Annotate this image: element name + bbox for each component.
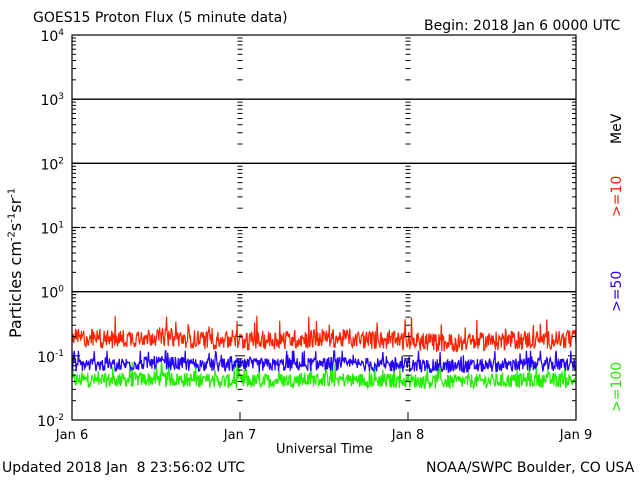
plot-frame bbox=[71, 34, 577, 421]
y-tick-text: 100 bbox=[40, 285, 64, 302]
y-axis-sup-1: -2 bbox=[6, 231, 18, 242]
y-tick-exponent: -2 bbox=[55, 413, 64, 423]
day-boundary-ticks bbox=[235, 37, 413, 421]
y-tick-label: 104 bbox=[40, 28, 64, 45]
y-tick-label: 100 bbox=[40, 285, 64, 302]
x-tick-label: Jan 6 bbox=[55, 428, 88, 443]
y-tick-text: 103 bbox=[40, 92, 64, 109]
x-tick-label: Jan 8 bbox=[391, 428, 424, 443]
x-tick-labels: Jan 6 Jan 7 Jan 8 Jan 9 bbox=[55, 428, 592, 443]
y-axis-label-text: Particles cm bbox=[6, 241, 25, 338]
x-axis-label: Universal Time bbox=[276, 442, 373, 457]
y-tick-exponent: 3 bbox=[58, 92, 64, 102]
y-tick-base: 10 bbox=[40, 222, 58, 238]
series-line-ge50 bbox=[71, 350, 577, 374]
updated-label: Updated 2018 Jan 8 23:56:02 UTC bbox=[2, 460, 246, 476]
chart-title: GOES15 Proton Flux (5 minute data) bbox=[33, 10, 288, 26]
y-tick-base: 10 bbox=[40, 29, 58, 45]
y-tick-exponent: 0 bbox=[58, 285, 64, 295]
begin-label: Begin: 2018 Jan 6 0000 UTC bbox=[424, 18, 621, 34]
y-tick-label: 10-1 bbox=[37, 349, 64, 366]
threshold-lines bbox=[72, 98, 576, 293]
legend-p50-label: >=50 bbox=[609, 270, 625, 312]
y-tick-label: 101 bbox=[40, 221, 64, 238]
y-tick-exponent: 4 bbox=[58, 28, 64, 38]
legend-unit-label: MeV bbox=[609, 113, 625, 144]
y-axis-sup-2: -1 bbox=[6, 212, 18, 223]
y-tick-label: 103 bbox=[40, 92, 64, 109]
y-tick-exponent: -1 bbox=[55, 349, 64, 359]
y-tick-label: 10-2 bbox=[37, 413, 64, 430]
y-tick-base: 10 bbox=[40, 286, 58, 302]
y-tick-text: 102 bbox=[40, 156, 64, 173]
legend-p50: >=50 bbox=[609, 271, 625, 312]
series-line-ge10 bbox=[71, 315, 577, 353]
series-line-ge100 bbox=[71, 362, 576, 391]
legend-unit-mev: MeV bbox=[609, 114, 625, 144]
y-tick-text: 10-2 bbox=[37, 413, 64, 430]
legend-p10: >=10 bbox=[609, 176, 625, 217]
y-tick-label: 102 bbox=[40, 156, 64, 173]
credit-label: NOAA/SWPC Boulder, CO USA bbox=[426, 460, 635, 476]
y-tick-base: 10 bbox=[40, 157, 58, 173]
legend-p100: >=100 bbox=[609, 362, 625, 412]
y-tick-text: 104 bbox=[40, 28, 64, 45]
legend-p10-label: >=10 bbox=[609, 175, 625, 217]
y-tick-base: 10 bbox=[40, 93, 58, 109]
x-tick-label: Jan 7 bbox=[223, 428, 256, 443]
y-tick-exponent: 1 bbox=[58, 221, 64, 231]
y-tick-base: 10 bbox=[37, 414, 55, 430]
y-tick-base: 10 bbox=[37, 350, 55, 366]
series-group bbox=[71, 315, 577, 391]
y-axis-sup-3: -1 bbox=[6, 187, 18, 198]
y-axis-label-sr: sr bbox=[6, 197, 25, 213]
y-axis-label: Particles cm-2s-1sr-1 bbox=[6, 188, 25, 338]
y-tick-exponent: 2 bbox=[58, 156, 64, 166]
y-tick-text: 10-1 bbox=[37, 349, 64, 366]
legend-p100-label: >=100 bbox=[609, 361, 625, 412]
y-tick-text: 101 bbox=[40, 221, 64, 238]
y-axis-label-s: s bbox=[6, 222, 25, 232]
x-tick-label: Jan 9 bbox=[559, 428, 592, 443]
